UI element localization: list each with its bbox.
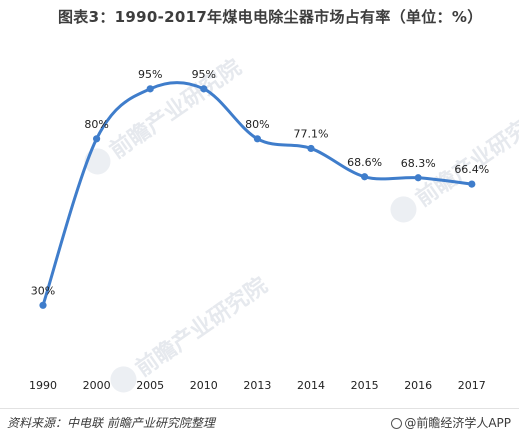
series-line bbox=[41, 81, 474, 307]
x-tick-label-1990: 1990 bbox=[29, 379, 57, 392]
x-tick-label-2017: 2017 bbox=[458, 379, 486, 392]
source-note: 资料来源：中电联 前瞻产业研究院整理 bbox=[7, 416, 215, 430]
x-tick-label-2015: 2015 bbox=[351, 379, 379, 392]
x-tick-label-2005: 2005 bbox=[136, 379, 164, 392]
brand-logo-icon bbox=[391, 418, 403, 429]
x-tick-label-2010: 2010 bbox=[190, 379, 218, 392]
data-label-2010: 95% bbox=[192, 68, 216, 81]
footer-divider bbox=[0, 408, 519, 409]
x-tick-label-2016: 2016 bbox=[404, 379, 432, 392]
brand-credit: @前瞻经济学人APP bbox=[391, 414, 511, 431]
data-label-2017: 66.4% bbox=[454, 163, 489, 176]
x-tick-label-2013: 2013 bbox=[243, 379, 271, 392]
data-point-2005 bbox=[146, 85, 154, 93]
x-tick-label-2014: 2014 bbox=[297, 379, 325, 392]
data-label-2016: 68.3% bbox=[401, 157, 436, 170]
data-point-2016 bbox=[414, 174, 422, 182]
data-point-2010 bbox=[200, 85, 208, 93]
chart-title: 图表3：1990-2017年煤电电除尘器市场占有率（单位：%） bbox=[58, 8, 483, 26]
data-label-2013: 80% bbox=[245, 118, 269, 131]
data-label-1990: 30% bbox=[31, 284, 55, 297]
data-point-2014 bbox=[307, 144, 315, 153]
data-label-2005: 95% bbox=[138, 68, 162, 81]
data-label-2014: 77.1% bbox=[294, 127, 329, 140]
x-tick-label-2000: 2000 bbox=[83, 379, 111, 392]
data-point-1990 bbox=[39, 301, 47, 309]
data-point-2013 bbox=[253, 135, 261, 143]
data-label-2000: 80% bbox=[84, 118, 108, 131]
data-point-2000 bbox=[93, 135, 101, 143]
data-point-2015 bbox=[361, 173, 369, 181]
brand-text: @前瞻经济学人APP bbox=[404, 416, 511, 430]
data-label-2015: 68.6% bbox=[347, 156, 382, 169]
data-point-2017 bbox=[468, 180, 476, 188]
